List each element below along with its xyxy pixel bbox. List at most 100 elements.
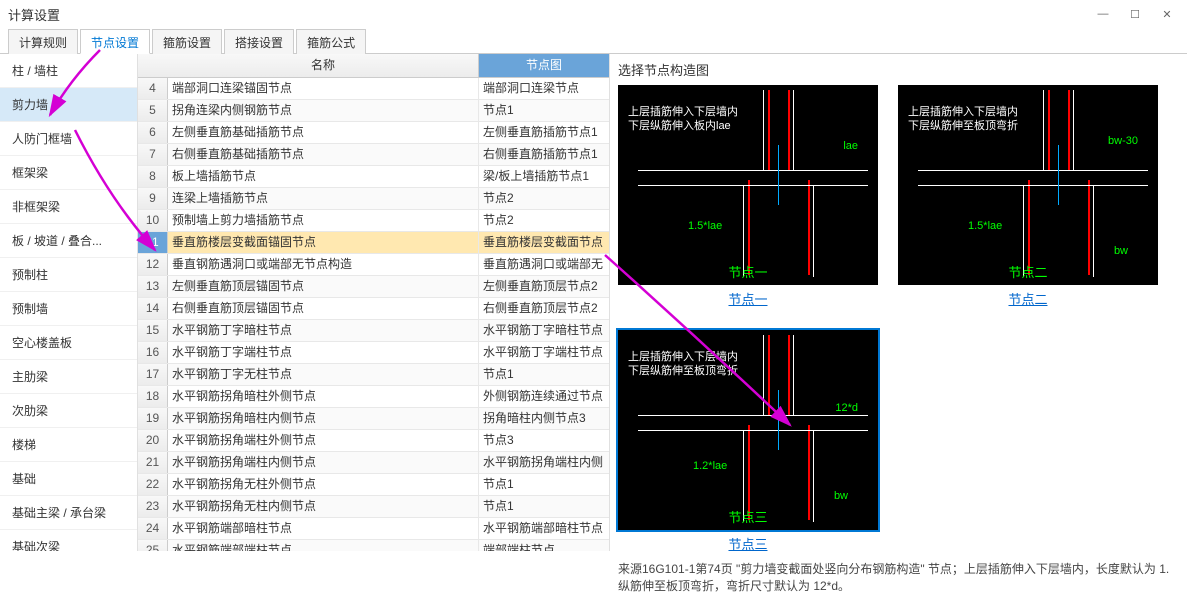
table-row[interactable]: 25水平钢筋端部端柱节点端部端柱节点 <box>138 540 609 551</box>
row-name: 水平钢筋丁字暗柱节点 <box>168 320 479 341</box>
table-row[interactable]: 21水平钢筋拐角端柱内侧节点水平钢筋拐角端柱内侧 <box>138 452 609 474</box>
detail-title: 选择节点构造图 <box>618 60 1179 79</box>
close-button[interactable]: ✕ <box>1155 4 1179 24</box>
row-img[interactable]: 水平钢筋拐角端柱内侧 <box>479 452 609 473</box>
row-img[interactable]: 节点1 <box>479 496 609 517</box>
table-row[interactable]: 23水平钢筋拐角无柱内侧节点节点1 <box>138 496 609 518</box>
table-row[interactable]: 20水平钢筋拐角端柱外侧节点节点3 <box>138 430 609 452</box>
rebar-line <box>788 335 790 415</box>
table-row[interactable]: 9连梁上墙插筋节点节点2 <box>138 188 609 210</box>
dim-1: 12*d <box>835 402 858 414</box>
sidebar-item-11[interactable]: 楼梯 <box>0 428 137 462</box>
dim-2: 1.5*lae <box>968 220 1002 232</box>
rebar-line <box>748 180 750 275</box>
thumb-label[interactable]: 节点三 <box>728 534 767 553</box>
table-row[interactable]: 17水平钢筋丁字无柱节点节点1 <box>138 364 609 386</box>
canvas-text: 上层插筋伸入下层墙内 下层纵筋伸至板顶弯折 <box>908 105 1018 134</box>
row-name: 水平钢筋拐角无柱内侧节点 <box>168 496 479 517</box>
table-row[interactable]: 5拐角连梁内侧钢筋节点节点1 <box>138 100 609 122</box>
canvas-text: 上层插筋伸入下层墙内 下层纵筋伸入板内lae <box>628 105 738 134</box>
row-name: 水平钢筋丁字无柱节点 <box>168 364 479 385</box>
minimize-button[interactable]: — <box>1091 4 1115 24</box>
row-img[interactable]: 垂直筋遇洞口或端部无 <box>479 254 609 275</box>
category-sidebar: 柱 / 墙柱剪力墙人防门框墙框架梁非框架梁板 / 坡道 / 叠合...预制柱预制… <box>0 54 138 551</box>
sidebar-item-2[interactable]: 人防门框墙 <box>0 122 137 156</box>
row-img[interactable]: 水平钢筋丁字暗柱节点 <box>479 320 609 341</box>
row-img[interactable]: 节点1 <box>479 364 609 385</box>
row-img[interactable]: 节点2 <box>479 210 609 231</box>
row-img[interactable]: 节点3 <box>479 430 609 451</box>
row-img[interactable]: 左侧垂直筋插筋节点1 <box>479 122 609 143</box>
table-row[interactable]: 13左侧垂直筋顶层锚固节点左侧垂直筋顶层节点2 <box>138 276 609 298</box>
table-row[interactable]: 7右侧垂直筋基础插筋节点右侧垂直筋插筋节点1 <box>138 144 609 166</box>
row-img[interactable]: 节点2 <box>479 188 609 209</box>
row-img[interactable]: 节点1 <box>479 474 609 495</box>
detail-panel: 选择节点构造图 上层插筋伸入下层墙内 下层纵筋伸入板内laelae1.5*lae… <box>610 54 1187 551</box>
sidebar-item-8[interactable]: 空心楼盖板 <box>0 326 137 360</box>
thumb-label[interactable]: 节点二 <box>1008 289 1047 308</box>
row-img[interactable]: 外侧钢筋连续通过节点 <box>479 386 609 407</box>
row-num: 19 <box>138 408 168 429</box>
slab-line <box>638 170 868 171</box>
table-row[interactable]: 6左侧垂直筋基础插筋节点左侧垂直筋插筋节点1 <box>138 122 609 144</box>
row-name: 拐角连梁内侧钢筋节点 <box>168 100 479 121</box>
table-row[interactable]: 14右侧垂直筋顶层锚固节点右侧垂直筋顶层节点2 <box>138 298 609 320</box>
row-img[interactable]: 右侧垂直筋插筋节点1 <box>479 144 609 165</box>
table-row[interactable]: 18水平钢筋拐角暗柱外侧节点外侧钢筋连续通过节点 <box>138 386 609 408</box>
sidebar-item-7[interactable]: 预制墙 <box>0 292 137 326</box>
sidebar-item-6[interactable]: 预制柱 <box>0 258 137 292</box>
wall-line <box>813 185 814 277</box>
wall-line <box>793 335 794 415</box>
table-row[interactable]: 10预制墙上剪力墙插筋节点节点2 <box>138 210 609 232</box>
row-num: 15 <box>138 320 168 341</box>
sidebar-item-13[interactable]: 基础主梁 / 承台梁 <box>0 496 137 530</box>
sidebar-item-3[interactable]: 框架梁 <box>0 156 137 190</box>
row-img[interactable]: 左侧垂直筋顶层节点2 <box>479 276 609 297</box>
tab-3[interactable]: 搭接设置 <box>224 29 294 54</box>
table-row[interactable]: 16水平钢筋丁字端柱节点水平钢筋丁字端柱节点 <box>138 342 609 364</box>
row-img[interactable]: 水平钢筋端部暗柱节点 <box>479 518 609 539</box>
table-row[interactable]: 19水平钢筋拐角暗柱内侧节点拐角暗柱内侧节点3 <box>138 408 609 430</box>
sidebar-item-1[interactable]: 剪力墙 <box>0 88 137 122</box>
maximize-button[interactable]: ☐ <box>1123 4 1147 24</box>
rebar-line <box>748 425 750 520</box>
row-img[interactable]: 水平钢筋丁字端柱节点 <box>479 342 609 363</box>
wall-line <box>813 430 814 522</box>
tab-4[interactable]: 箍筋公式 <box>296 29 366 54</box>
row-num: 6 <box>138 122 168 143</box>
sidebar-item-0[interactable]: 柱 / 墙柱 <box>0 54 137 88</box>
table-row[interactable]: 12垂直钢筋遇洞口或端部无节点构造垂直筋遇洞口或端部无 <box>138 254 609 276</box>
tab-2[interactable]: 箍筋设置 <box>152 29 222 54</box>
row-img[interactable]: 梁/板上墙插筋节点1 <box>479 166 609 187</box>
sidebar-item-10[interactable]: 次肋梁 <box>0 394 137 428</box>
row-name: 右侧垂直筋基础插筋节点 <box>168 144 479 165</box>
row-img[interactable]: 端部洞口连梁节点 <box>479 78 609 99</box>
table-row[interactable]: 8板上墙插筋节点梁/板上墙插筋节点1 <box>138 166 609 188</box>
table-row[interactable]: 11垂直筋楼层变截面锚固节点垂直筋楼层变截面节点 <box>138 232 609 254</box>
thumb-label[interactable]: 节点一 <box>728 289 767 308</box>
row-img[interactable]: 端部端柱节点 <box>479 540 609 551</box>
row-name: 板上墙插筋节点 <box>168 166 479 187</box>
tab-1[interactable]: 节点设置 <box>80 29 150 54</box>
sidebar-item-9[interactable]: 主肋梁 <box>0 360 137 394</box>
table-row[interactable]: 4端部洞口连梁锚固节点端部洞口连梁节点 <box>138 78 609 100</box>
col-img[interactable]: 节点图 <box>479 54 609 77</box>
wall-line <box>1093 185 1094 277</box>
row-img[interactable]: 拐角暗柱内侧节点3 <box>479 408 609 429</box>
row-num: 12 <box>138 254 168 275</box>
row-img[interactable]: 右侧垂直筋顶层节点2 <box>479 298 609 319</box>
dim-1: bw-30 <box>1108 135 1138 147</box>
row-img[interactable]: 垂直筋楼层变截面节点 <box>479 232 609 253</box>
table-row[interactable]: 15水平钢筋丁字暗柱节点水平钢筋丁字暗柱节点 <box>138 320 609 342</box>
thumb-0[interactable]: 上层插筋伸入下层墙内 下层纵筋伸入板内laelae1.5*lae节点一节点一 <box>618 85 878 310</box>
table-row[interactable]: 22水平钢筋拐角无柱外侧节点节点1 <box>138 474 609 496</box>
table-row[interactable]: 24水平钢筋端部暗柱节点水平钢筋端部暗柱节点 <box>138 518 609 540</box>
row-img[interactable]: 节点1 <box>479 100 609 121</box>
thumb-2[interactable]: 上层插筋伸入下层墙内 下层纵筋伸至板顶弯折12*d1.2*laebw节点三节点三 <box>618 330 878 555</box>
sidebar-item-5[interactable]: 板 / 坡道 / 叠合... <box>0 224 137 258</box>
sidebar-item-14[interactable]: 基础次梁 <box>0 530 137 551</box>
tab-0[interactable]: 计算规则 <box>8 29 78 54</box>
sidebar-item-12[interactable]: 基础 <box>0 462 137 496</box>
thumb-1[interactable]: 上层插筋伸入下层墙内 下层纵筋伸至板顶弯折bw-301.5*laebw节点二节点… <box>898 85 1158 310</box>
sidebar-item-4[interactable]: 非框架梁 <box>0 190 137 224</box>
